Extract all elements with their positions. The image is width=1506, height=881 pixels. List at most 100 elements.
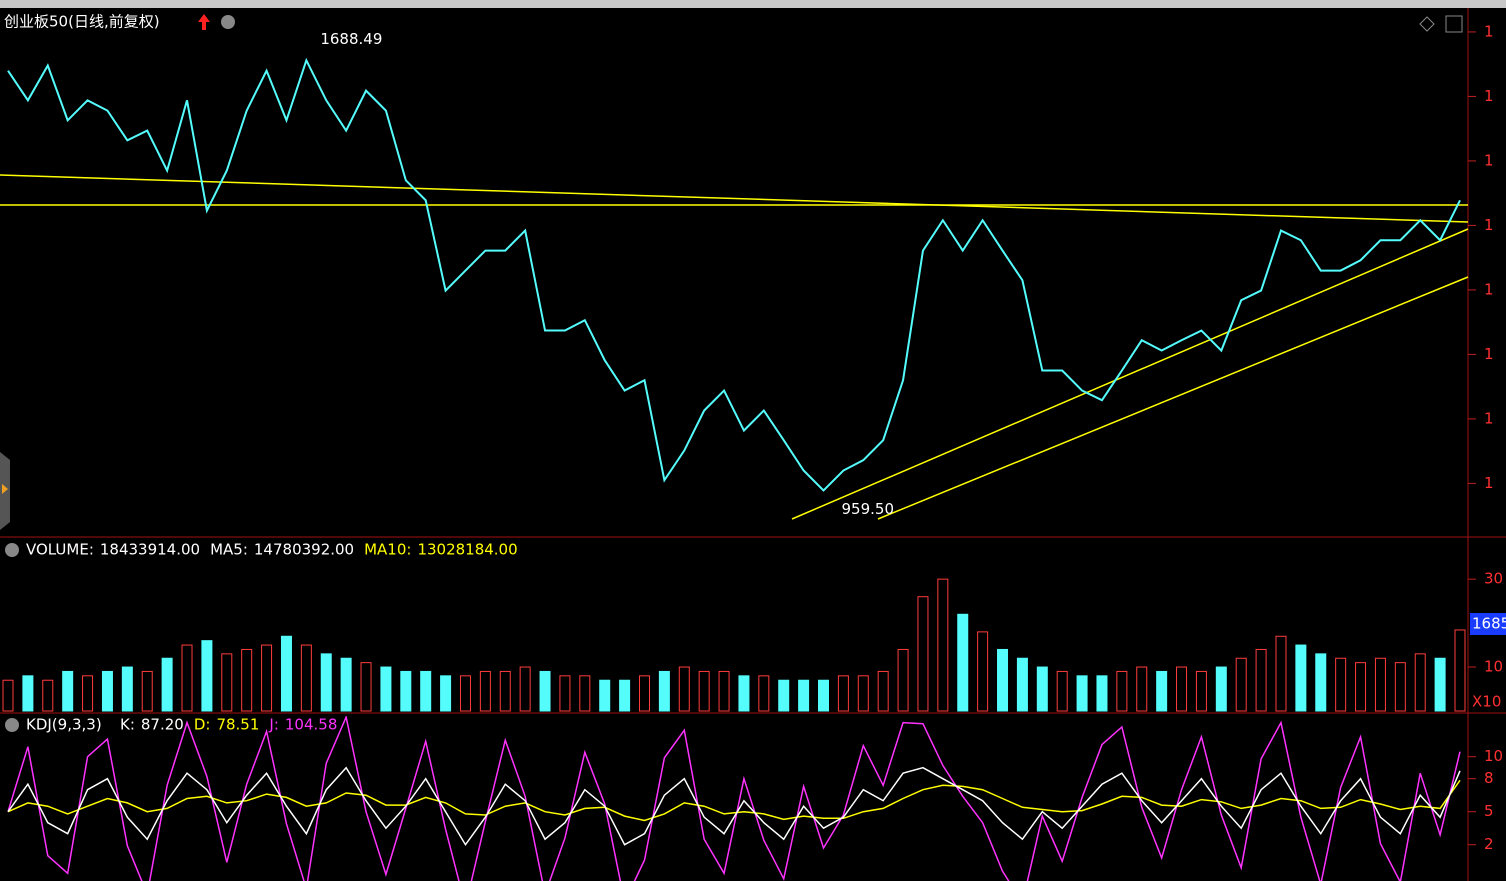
volume-bar [678, 666, 690, 712]
y-tick-label: 30 [1484, 570, 1503, 588]
y-tick-label: 1 [1484, 151, 1494, 169]
y-tick-label: 8 [1484, 769, 1494, 787]
volume-bar [221, 653, 233, 712]
legend-name: D: [194, 716, 211, 734]
volume-bar [261, 644, 273, 712]
volume-bar [400, 670, 412, 712]
legend-value: 14780392.00 [254, 541, 354, 559]
icon[interactable] [198, 14, 210, 30]
kdj-plot [7, 716, 1461, 881]
icon[interactable] [1419, 16, 1435, 32]
volume-bar [638, 675, 650, 712]
y-tick-label: 5 [1484, 802, 1494, 820]
volume-bar [798, 679, 810, 712]
volume-bar [2, 679, 14, 712]
volume-bar [1275, 635, 1287, 712]
volume-bar [360, 662, 372, 712]
volume-bar [1434, 657, 1446, 712]
volume-bar [559, 675, 571, 712]
volume-bar [300, 644, 312, 712]
volume-bar [320, 653, 332, 712]
low-label: 959.50 [842, 500, 895, 518]
legend-value: 13028184.00 [417, 541, 517, 559]
volume-bar [997, 648, 1009, 712]
volume-bar [857, 675, 869, 712]
price-line [7, 57, 1461, 492]
volume-bar [837, 675, 849, 712]
dropdown-icon[interactable] [5, 718, 19, 732]
volume-bar [877, 670, 889, 712]
volume-bar [1255, 648, 1267, 712]
icon[interactable] [1445, 15, 1463, 33]
unit-label: X10 [1472, 693, 1501, 711]
legend-name: K: [120, 716, 135, 734]
volume-bar [977, 631, 989, 712]
volume-bar [698, 670, 710, 712]
volume-bar [62, 670, 74, 712]
volume-bar [658, 670, 670, 712]
y-tick-label: 10 [1484, 658, 1503, 676]
volume-bar [1235, 657, 1247, 712]
legend-value: 87.20 [141, 716, 184, 734]
legend-name: J: [268, 716, 278, 734]
volume-bar [440, 675, 452, 712]
volume-bar [1414, 653, 1426, 712]
volume-bar [340, 657, 352, 712]
volume-bar [1315, 653, 1327, 712]
legend-value: 104.58 [285, 716, 338, 734]
volume-bar [619, 679, 631, 712]
volume-bar [380, 666, 392, 712]
kdj-line [7, 766, 1461, 847]
volume-bar [1136, 666, 1148, 712]
volume-bar [459, 675, 471, 712]
volume-bar [1335, 657, 1347, 712]
volume-bar [1195, 670, 1207, 712]
volume-bar [1374, 657, 1386, 712]
volume-bar [1454, 629, 1466, 712]
volume-bar [42, 679, 54, 712]
price-tag [1470, 613, 1506, 635]
volume-bar [957, 613, 969, 712]
volume-bar [1176, 666, 1188, 712]
dropdown-icon[interactable] [221, 15, 235, 29]
y-tick-label: 1 [1484, 216, 1494, 234]
y-tick-label: 1 [1484, 474, 1494, 492]
legend-name: VOLUME: [26, 541, 94, 559]
volume-bar [718, 670, 730, 712]
volume-bar [1016, 657, 1028, 712]
volume-bar [1096, 675, 1108, 712]
high-label: 1688.49 [320, 30, 382, 48]
volume-bar [479, 670, 491, 712]
volume-bar [280, 635, 292, 712]
volume-bar [1355, 662, 1367, 712]
volume-bar [1215, 666, 1227, 712]
legend-value: 78.51 [216, 716, 259, 734]
y-tick-label: 1 [1484, 345, 1494, 363]
volume-bar [1116, 670, 1128, 712]
trendline [0, 174, 1469, 223]
y-tick-label: 1 [1484, 22, 1494, 40]
volume-bar [420, 670, 432, 712]
price-tag-text: 1685 [1472, 615, 1506, 633]
side-tab-arrow [2, 484, 8, 494]
volume-bar [738, 675, 750, 712]
top-bar [0, 0, 1506, 8]
y-tick-label: 2 [1484, 835, 1494, 853]
volume-bar [1295, 644, 1307, 712]
y-tick-label: 1 [1484, 280, 1494, 298]
volume-bar [1394, 662, 1406, 712]
y-tick-label: 1 [1484, 87, 1494, 105]
legend-name: MA5: [210, 541, 248, 559]
volume-bar [599, 679, 611, 712]
volume-bar [1036, 666, 1048, 712]
dropdown-icon[interactable] [5, 543, 19, 557]
volume-bar [579, 675, 591, 712]
volume-bar [519, 666, 531, 712]
volume-bar [758, 675, 770, 712]
trendline [877, 276, 1469, 520]
legend-name: MA10: [364, 541, 411, 559]
volume-bar [121, 666, 133, 712]
volume-bar [22, 675, 34, 712]
volume-bar [201, 640, 213, 712]
